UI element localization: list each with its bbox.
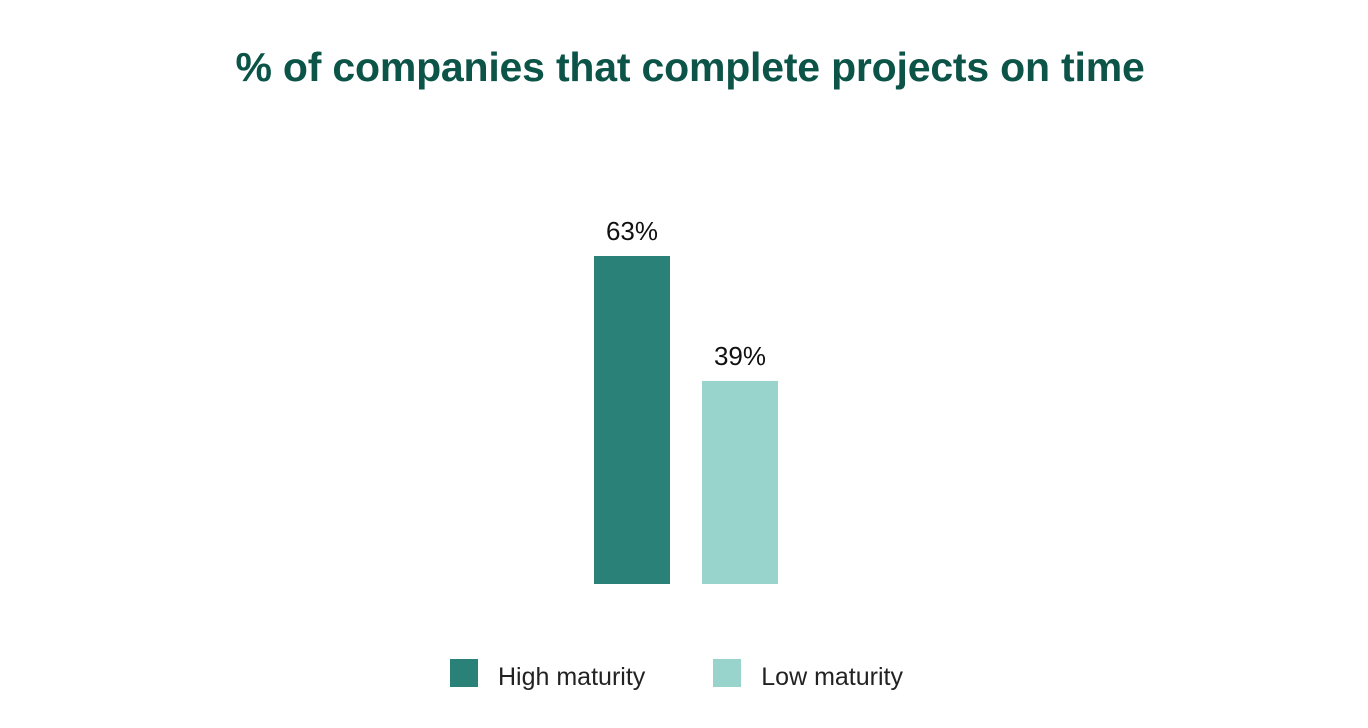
data-label-high-maturity: 63%	[606, 216, 658, 246]
legend-swatch-low-maturity	[713, 658, 742, 687]
legend-label-high-maturity: High maturity	[498, 663, 646, 691]
bar-high-maturity	[594, 256, 670, 584]
legend-label-low-maturity: Low maturity	[761, 663, 903, 691]
legend-swatch-high-maturity	[450, 658, 478, 687]
bar-low-maturity	[702, 380, 778, 584]
chart-legend: High maturity Low maturity	[450, 658, 971, 691]
data-label-low-maturity: 39%	[714, 341, 766, 371]
legend-item-high-maturity: High maturity	[450, 658, 645, 691]
chart-title: % of companies that complete projects on…	[235, 44, 1145, 90]
legend-item-low-maturity: Low maturity	[713, 658, 903, 691]
